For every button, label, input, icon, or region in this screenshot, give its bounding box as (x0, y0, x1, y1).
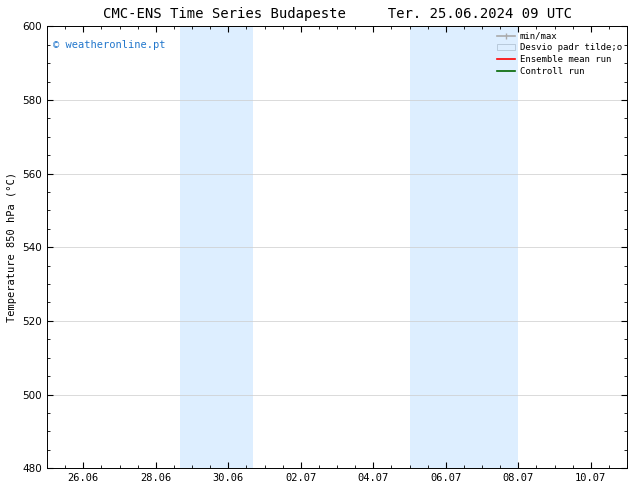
Y-axis label: Temperature 850 hPa (°C): Temperature 850 hPa (°C) (7, 172, 17, 322)
Text: © weatheronline.pt: © weatheronline.pt (53, 40, 165, 49)
Legend: min/max, Desvio padr tilde;o, Ensemble mean run, Controll run: min/max, Desvio padr tilde;o, Ensemble m… (493, 28, 625, 79)
Bar (410, 26, 519, 468)
Bar (180, 26, 252, 468)
Title: CMC-ENS Time Series Budapeste     Ter. 25.06.2024 09 UTC: CMC-ENS Time Series Budapeste Ter. 25.06… (103, 7, 572, 21)
